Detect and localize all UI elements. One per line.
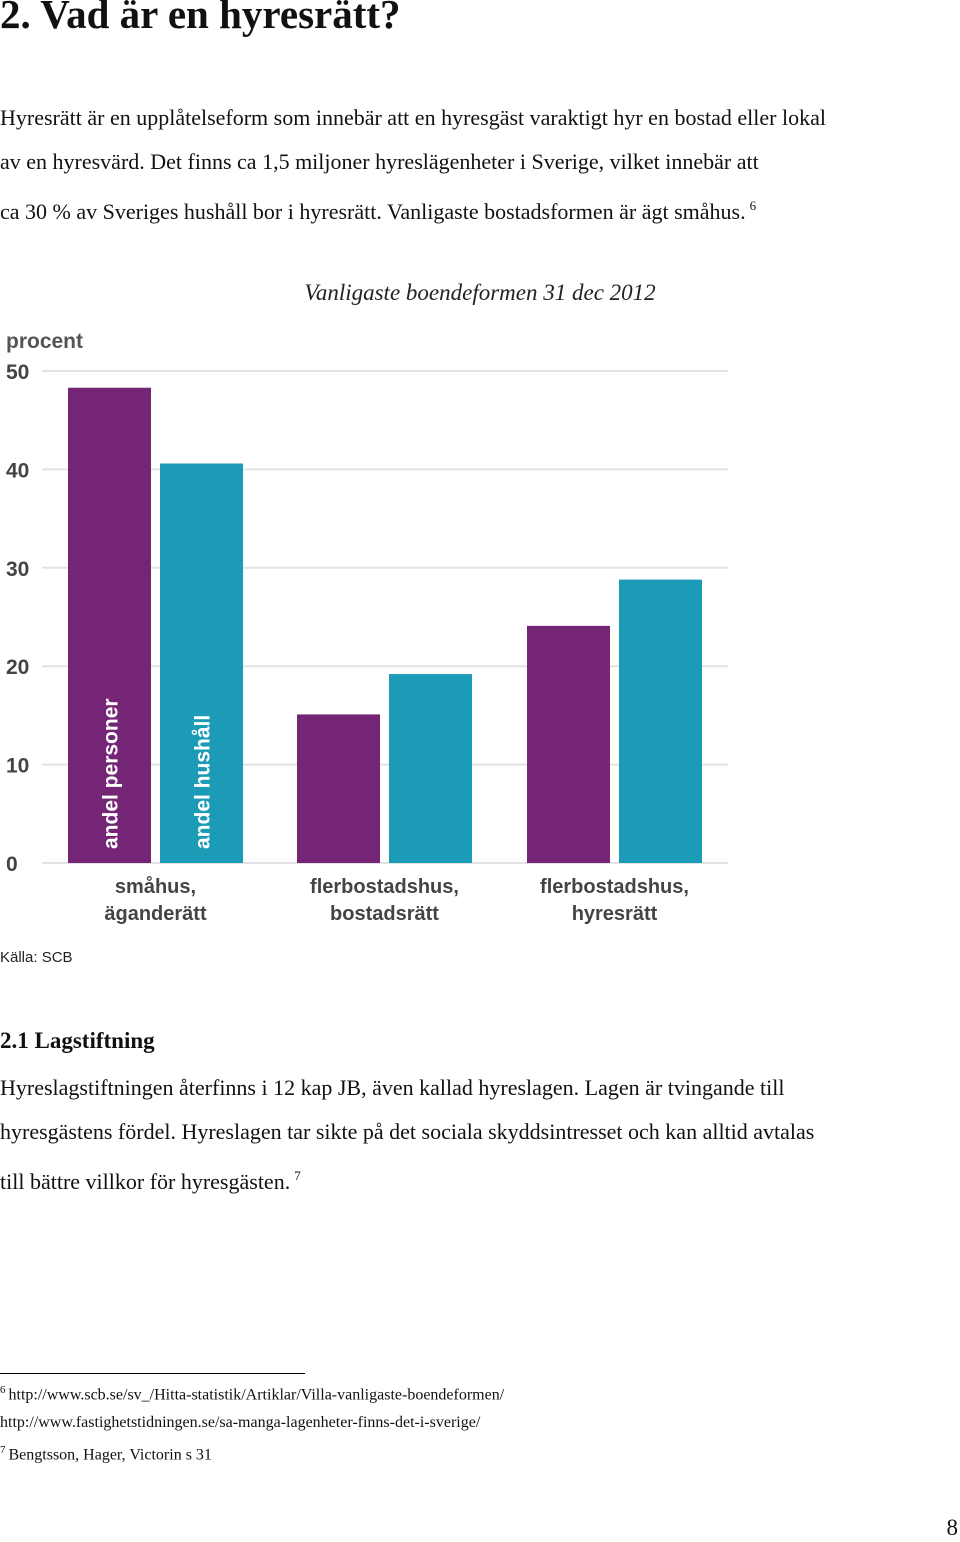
footnote-mark: 7 (0, 1444, 6, 1456)
series-label: andel personer (100, 698, 123, 849)
footnote-text: Bengtsson, Hager, Victorin s 31 (8, 1446, 212, 1464)
footnote-mark: 6 (0, 1384, 6, 1396)
footnote-7: 7 Bengtsson, Hager, Victorin s 31 (0, 1444, 212, 1464)
y-axis-label: procent (6, 330, 83, 353)
y-tick-label: 20 (6, 656, 29, 679)
section-heading: 2.1 Lagstiftning (0, 1028, 155, 1053)
section-paragraph: Hyreslagstiftningen återfinns i 12 kap J… (0, 1066, 955, 1204)
y-tick-label: 40 (6, 459, 29, 482)
footnote-link[interactable]: http://www.fastighetstidningen.se/sa-man… (0, 1414, 481, 1431)
y-axis-ticks: 0 10 20 30 40 50 (6, 361, 29, 876)
chart-bars: andel personer andel hushåll (68, 387, 702, 863)
section-line: Hyreslagstiftningen återfinns i 12 kap J… (0, 1075, 785, 1100)
x-tick-label: småhus, (115, 875, 196, 898)
page-heading: 2. Vad är en hyresrätt? (0, 0, 401, 37)
intro-line: Hyresrätt är en upplåtelseform som inneb… (0, 105, 826, 130)
intro-line: ca 30 % av Sveriges hushåll bor i hyresr… (0, 198, 757, 224)
series-label: andel hushåll (192, 715, 215, 849)
x-axis-labels: småhus, äganderätt flerbostadshus, bostadsr… (104, 875, 689, 925)
bar (389, 674, 472, 863)
intro-line: av en hyresvärd. Det finns ca 1,5 miljon… (0, 149, 759, 174)
y-tick-label: 10 (6, 755, 29, 778)
footnote-6: 6 http://www.scb.se/sv_/Hitta-statistik/A… (0, 1384, 504, 1404)
page-number: 8 (946, 1515, 959, 1540)
x-tick-label: äganderätt (104, 903, 207, 925)
chart-grid (42, 370, 728, 864)
chart-source: Källa: SCB (0, 949, 73, 966)
footnote-6-continued: http://www.fastighetstidningen.se/sa-man… (0, 1414, 480, 1432)
bar (68, 387, 151, 863)
section-line: hyresgästens fördel. Hyreslagen tar sikt… (0, 1119, 815, 1144)
bar (527, 625, 610, 863)
y-tick-label: 50 (6, 361, 29, 384)
chart-title: Vanligaste boendeformen 31 dec 2012 (304, 280, 656, 305)
section-line: till bättre villkor för hyresgästen. 7 (0, 1168, 301, 1194)
intro-paragraph: Hyresrätt är en upplåtelseform som inneb… (0, 96, 955, 234)
y-tick-label: 30 (6, 558, 29, 581)
bar (619, 579, 702, 863)
footnote-divider (0, 1373, 305, 1374)
x-tick-label: bostadsrätt (330, 903, 439, 925)
bar (297, 714, 380, 863)
footnote-link[interactable]: http://www.scb.se/sv_/Hitta-statistik/Ar… (8, 1386, 505, 1404)
x-tick-label: hyresrätt (572, 903, 658, 925)
x-tick-label: flerbostadshus, (540, 876, 689, 898)
x-tick-label: flerbostadshus, (310, 876, 459, 898)
bar (160, 463, 243, 863)
footnote-ref-7[interactable]: 7 (294, 1168, 301, 1183)
y-tick-label: 0 (6, 853, 18, 876)
footnote-ref-6[interactable]: 6 (749, 198, 757, 213)
